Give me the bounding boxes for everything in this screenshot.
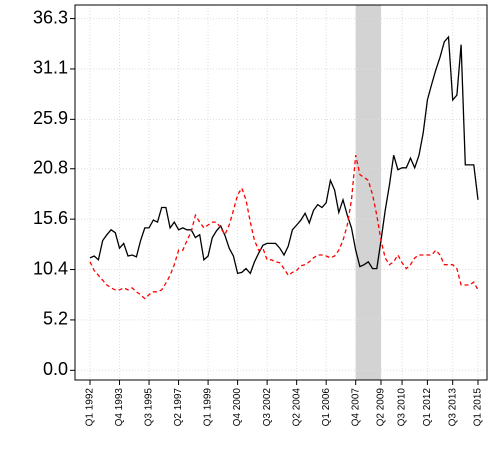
- y-tick-label: 10.4: [33, 258, 68, 278]
- shaded-region: [355, 5, 381, 380]
- x-tick-label: Q2 1997: [173, 388, 184, 427]
- y-tick-label: 31.1: [33, 58, 68, 78]
- y-tick-label: 36.3: [33, 7, 68, 27]
- x-tick-label: Q4 1993: [114, 388, 125, 427]
- x-tick-label: Q1 1992: [85, 388, 96, 427]
- x-tick-label: Q4 2000: [232, 388, 243, 427]
- x-tick-label: Q3 2013: [447, 388, 458, 427]
- x-tick-label: Q4 2007: [350, 388, 361, 427]
- y-tick-label: 15.6: [33, 208, 68, 228]
- x-tick-label: Q1 2012: [422, 388, 433, 427]
- plot-frame: [74, 4, 488, 381]
- x-tick-label: Q2 2004: [291, 388, 302, 427]
- series-line: [89, 155, 479, 300]
- y-tick-label: 0.0: [43, 359, 68, 379]
- x-tick-label: Q3 2002: [262, 388, 273, 427]
- y-tick-label: 20.8: [33, 158, 68, 178]
- x-tick-label: Q3 2010: [397, 388, 408, 427]
- x-tick-label: Q1 2015: [473, 388, 484, 427]
- x-tick-label: Q1 2006: [321, 388, 332, 427]
- x-tick-label: Q1 1999: [203, 388, 214, 427]
- series-line: [89, 35, 479, 275]
- y-tick-label: 5.2: [43, 309, 68, 329]
- x-tick-label: Q3 1995: [144, 388, 155, 427]
- x-tick-label: Q2 2009: [376, 388, 387, 427]
- y-tick-label: 25.9: [33, 108, 68, 128]
